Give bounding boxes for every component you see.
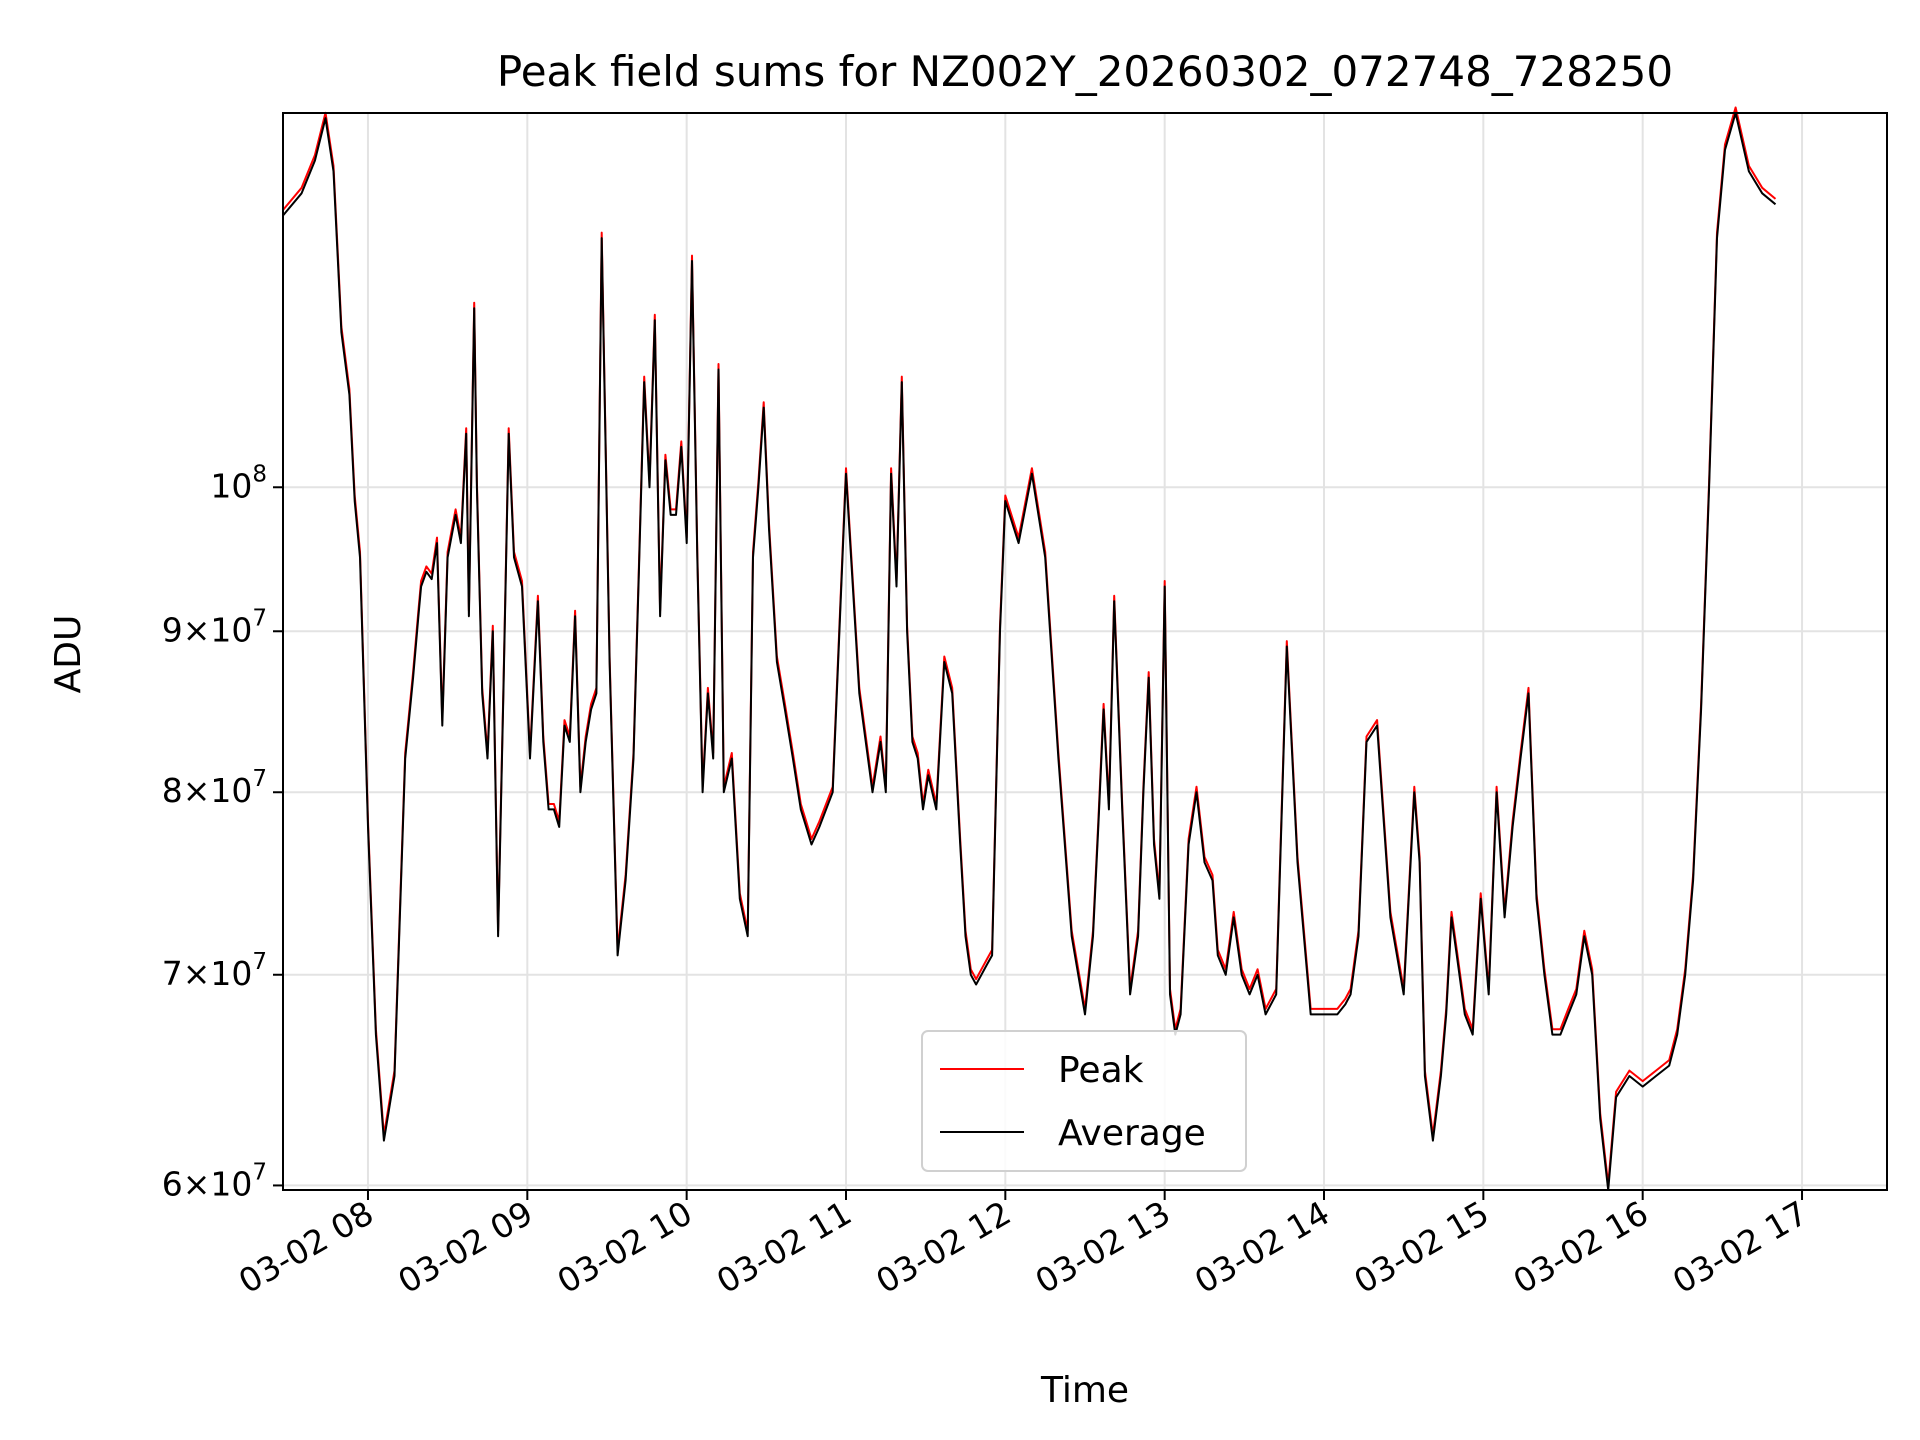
- y-tick-label: 8×107: [162, 766, 267, 810]
- x-tick-label: 03-02 15: [1347, 1193, 1495, 1301]
- y-tick-label: 108: [210, 461, 267, 505]
- chart-title: Peak field sums for NZ002Y_20260302_0727…: [497, 47, 1673, 96]
- series-layer: [282, 106, 1777, 1191]
- x-axis-title: Time: [1040, 1370, 1129, 1411]
- x-axis: 03-02 08 03-02 09 03-02 10 03-02 11 03-02 12…: [232, 1190, 1814, 1301]
- x-tick-label: 03-02 17: [1666, 1193, 1814, 1301]
- y-tick-label: 9×107: [162, 605, 267, 649]
- y-axis-title: ADU: [48, 615, 89, 694]
- x-tick-label: 03-02 09: [391, 1193, 539, 1301]
- x-tick-label: 03-02 08: [232, 1193, 380, 1301]
- y-tick-label: 6×107: [162, 1159, 267, 1203]
- legend-label-average: Average: [1058, 1113, 1206, 1154]
- legend-label-peak: Peak: [1058, 1050, 1144, 1091]
- legend: Peak Average: [921, 1030, 1247, 1172]
- x-tick-label: 03-02 14: [1188, 1193, 1336, 1301]
- x-tick-label: 03-02 10: [551, 1193, 699, 1301]
- y-tick-label: 7×107: [162, 949, 267, 993]
- x-tick-label: 03-02 13: [1029, 1193, 1177, 1301]
- y-axis: 6×107 7×107 8×107 9×107 108: [162, 461, 283, 1203]
- grid: [283, 113, 1887, 1190]
- x-tick-label: 03-02 16: [1507, 1193, 1655, 1301]
- plot-frame: [282, 112, 1888, 1191]
- x-tick-label: 03-02 12: [869, 1193, 1017, 1301]
- x-tick-label: 03-02 11: [710, 1193, 858, 1301]
- legend-box: [921, 1030, 1247, 1172]
- series-average-line: [282, 112, 1777, 1191]
